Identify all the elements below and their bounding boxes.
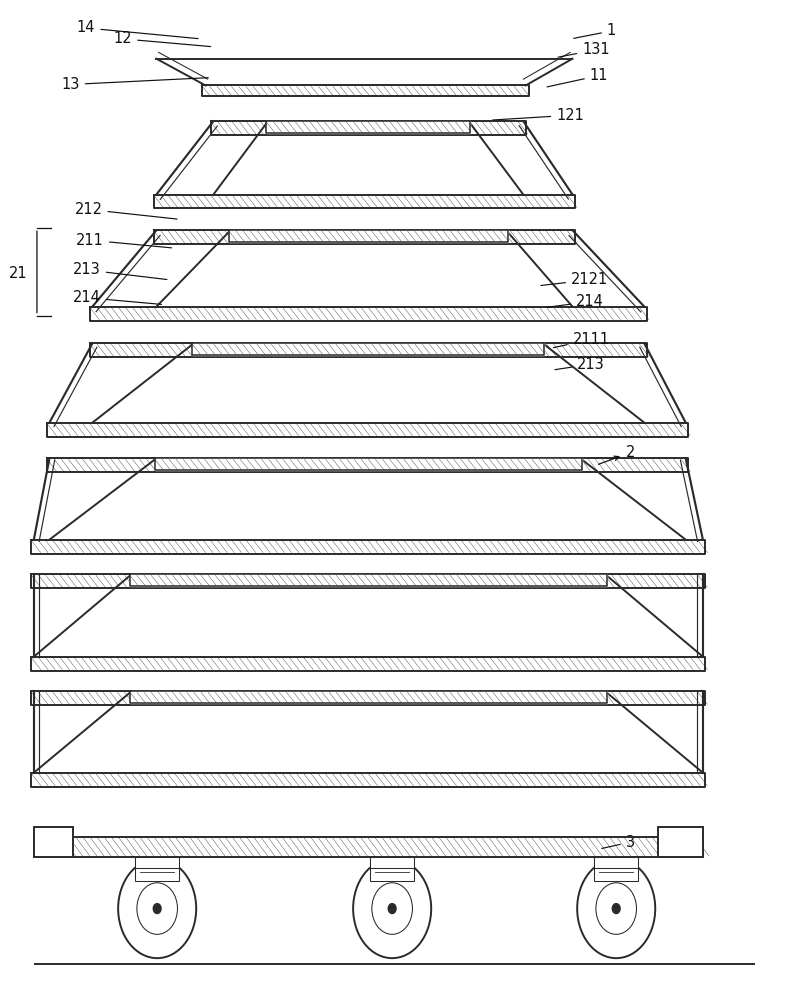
Circle shape — [596, 883, 637, 934]
Text: 212: 212 — [74, 202, 177, 219]
Circle shape — [612, 904, 620, 914]
Polygon shape — [32, 773, 705, 787]
Polygon shape — [32, 657, 705, 671]
Circle shape — [578, 859, 655, 958]
Text: 121: 121 — [492, 108, 584, 123]
Bar — [594, 857, 638, 881]
Polygon shape — [506, 230, 645, 307]
Polygon shape — [156, 59, 573, 85]
Polygon shape — [32, 691, 705, 705]
Polygon shape — [90, 307, 647, 321]
Polygon shape — [32, 574, 705, 588]
Polygon shape — [203, 85, 529, 96]
Polygon shape — [154, 195, 575, 208]
Polygon shape — [34, 691, 703, 773]
Polygon shape — [50, 343, 194, 423]
Polygon shape — [130, 691, 607, 703]
Polygon shape — [130, 574, 607, 586]
Polygon shape — [34, 458, 156, 540]
Circle shape — [136, 883, 178, 934]
Polygon shape — [605, 691, 703, 773]
Text: 12: 12 — [114, 31, 211, 47]
Text: 21: 21 — [9, 266, 28, 281]
Polygon shape — [92, 230, 230, 307]
Polygon shape — [156, 121, 573, 195]
Bar — [657, 827, 703, 857]
Polygon shape — [156, 121, 268, 195]
Text: 14: 14 — [77, 20, 198, 39]
Bar — [370, 857, 414, 881]
Polygon shape — [47, 423, 688, 437]
Text: 131: 131 — [558, 42, 610, 57]
Circle shape — [372, 883, 413, 934]
Text: 214: 214 — [73, 290, 162, 305]
Polygon shape — [34, 574, 703, 657]
Polygon shape — [34, 837, 703, 857]
Polygon shape — [90, 343, 647, 357]
Polygon shape — [92, 230, 645, 307]
Text: 3: 3 — [602, 835, 635, 850]
Text: 31: 31 — [583, 867, 642, 882]
Polygon shape — [211, 121, 525, 135]
Text: 2: 2 — [599, 445, 635, 464]
Circle shape — [118, 859, 196, 958]
Polygon shape — [193, 343, 544, 355]
Circle shape — [353, 859, 432, 958]
Text: 2111: 2111 — [553, 332, 610, 348]
Polygon shape — [605, 574, 703, 657]
Bar — [136, 857, 179, 881]
Text: 213: 213 — [73, 262, 167, 280]
Polygon shape — [267, 121, 470, 133]
Text: 11: 11 — [547, 68, 608, 87]
Circle shape — [388, 904, 396, 914]
Polygon shape — [50, 343, 686, 423]
Polygon shape — [34, 458, 703, 540]
Text: 213: 213 — [555, 357, 605, 372]
Text: 13: 13 — [62, 77, 208, 92]
Text: 1: 1 — [574, 23, 616, 38]
Polygon shape — [229, 230, 507, 242]
Polygon shape — [580, 458, 703, 540]
Polygon shape — [32, 540, 705, 554]
Polygon shape — [154, 230, 575, 244]
Text: 211: 211 — [76, 233, 171, 248]
Polygon shape — [34, 691, 132, 773]
Polygon shape — [47, 458, 688, 472]
Text: 214: 214 — [547, 294, 604, 309]
Polygon shape — [155, 458, 581, 470]
Bar — [34, 827, 73, 857]
Text: 2121: 2121 — [541, 272, 608, 287]
Polygon shape — [34, 837, 703, 857]
Polygon shape — [543, 343, 686, 423]
Polygon shape — [469, 121, 573, 195]
Polygon shape — [34, 574, 132, 657]
Circle shape — [153, 904, 161, 914]
